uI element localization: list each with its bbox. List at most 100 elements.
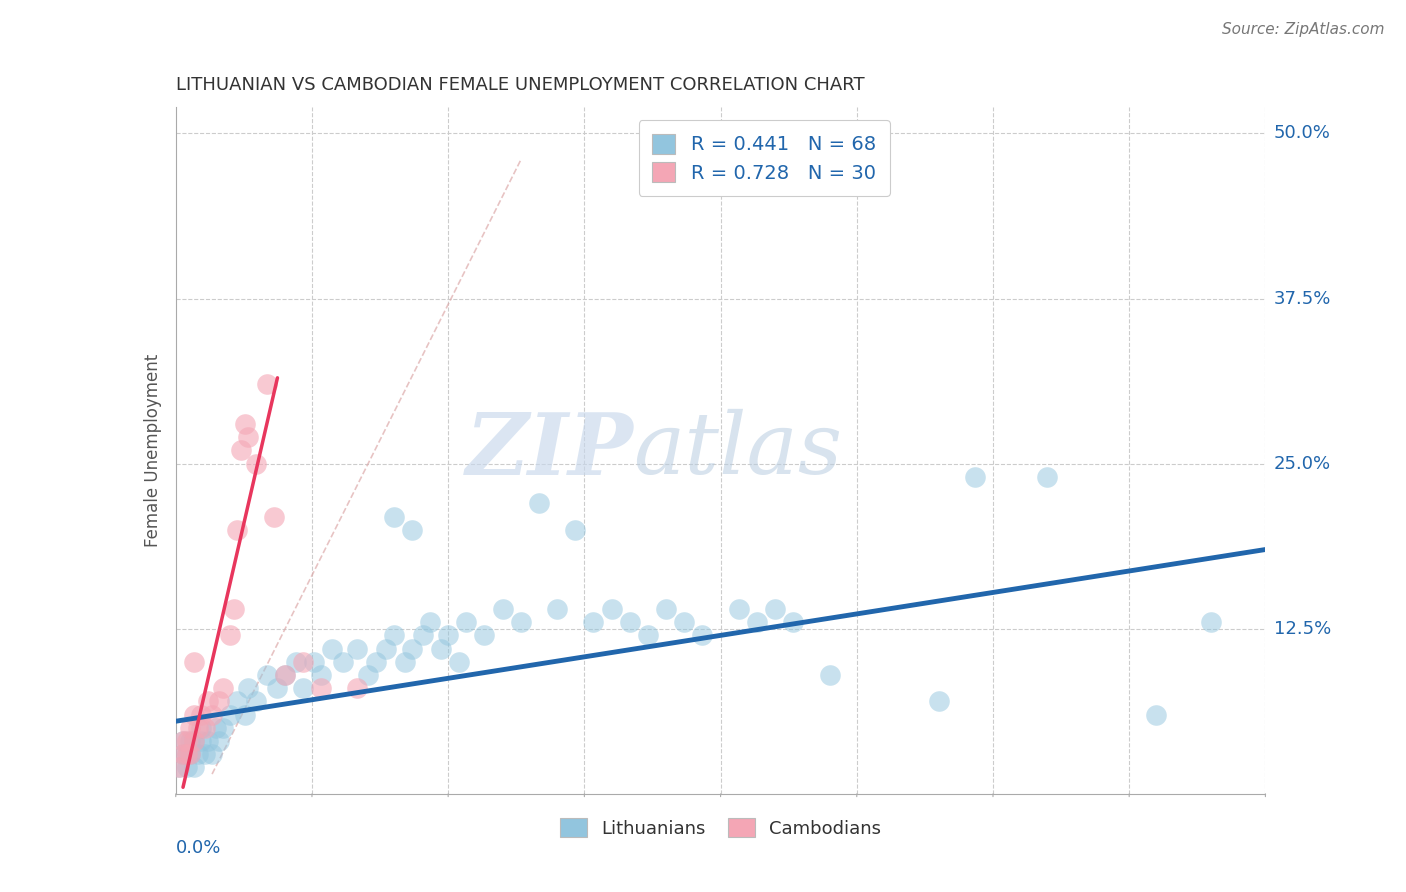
Point [364,655,387,669]
Point [190,734,212,748]
Point [447,655,470,669]
Point [179,747,201,762]
Point [176,734,198,748]
Text: LITHUANIAN VS CAMBODIAN FEMALE UNEMPLOYMENT CORRELATION CHART: LITHUANIAN VS CAMBODIAN FEMALE UNEMPLOYM… [176,77,865,95]
Point [231,443,253,458]
Point [183,734,205,748]
Point [394,655,416,669]
Point [509,615,531,630]
Point [637,628,659,642]
Text: 37.5%: 37.5% [1274,290,1331,308]
Point [201,707,224,722]
Point [582,615,605,630]
Point [172,747,194,762]
Point [291,655,314,669]
Point [727,602,749,616]
Point [321,641,343,656]
Point [430,641,453,656]
Point [412,628,434,642]
Point [474,628,496,642]
Point [382,628,405,642]
Point [226,523,249,537]
Point [186,721,209,735]
Point [172,734,194,748]
Point [309,681,332,696]
Point [183,760,205,774]
Point [309,668,332,682]
Point [245,694,267,708]
Point [818,668,841,682]
Point [619,615,641,630]
Point [172,734,194,748]
Point [238,681,260,696]
Point [401,641,423,656]
Text: 50.0%: 50.0% [1274,125,1330,143]
Point [655,602,678,616]
Point [332,655,354,669]
Point [401,523,423,537]
Point [928,694,950,708]
Point [1199,615,1222,630]
Point [169,760,191,774]
Point [963,470,986,484]
Point [233,417,256,431]
Point [194,721,217,735]
Point [208,694,231,708]
Point [291,681,314,696]
Y-axis label: Female Unemployment: Female Unemployment [143,354,162,547]
Point [256,668,278,682]
Point [274,668,297,682]
Point [546,602,568,616]
Point [183,734,205,748]
Point [302,655,325,669]
Point [233,707,256,722]
Point [437,628,460,642]
Text: ZIP: ZIP [465,409,633,492]
Point [284,655,307,669]
Point [194,747,217,762]
Text: 0.0%: 0.0% [176,838,221,856]
Point [179,734,201,748]
Point [692,628,714,642]
Point [179,721,201,735]
Point [274,668,297,682]
Point [219,707,242,722]
Point [201,747,224,762]
Point [673,615,696,630]
Point [197,694,219,708]
Point [564,523,586,537]
Point [256,377,278,392]
Point [204,721,226,735]
Point [1146,707,1168,722]
Point [208,734,231,748]
Point [782,615,804,630]
Point [419,615,441,630]
Point [179,747,201,762]
Point [226,694,249,708]
Point [212,681,235,696]
Point [763,602,786,616]
Point [245,457,267,471]
Point [212,721,235,735]
Text: Source: ZipAtlas.com: Source: ZipAtlas.com [1222,22,1385,37]
Point [176,760,198,774]
Point [197,734,219,748]
Point [600,602,623,616]
Text: 12.5%: 12.5% [1274,620,1331,638]
Legend: Lithuanians, Cambodians: Lithuanians, Cambodians [551,809,890,847]
Point [169,760,191,774]
Point [190,721,212,735]
Point [456,615,478,630]
Point [346,681,368,696]
Point [1036,470,1059,484]
Point [172,747,194,762]
Point [183,707,205,722]
Point [222,602,245,616]
Point [183,655,205,669]
Point [357,668,380,682]
Point [266,681,288,696]
Point [176,747,198,762]
Point [238,430,260,444]
Text: atlas: atlas [633,409,842,491]
Text: 25.0%: 25.0% [1274,455,1331,473]
